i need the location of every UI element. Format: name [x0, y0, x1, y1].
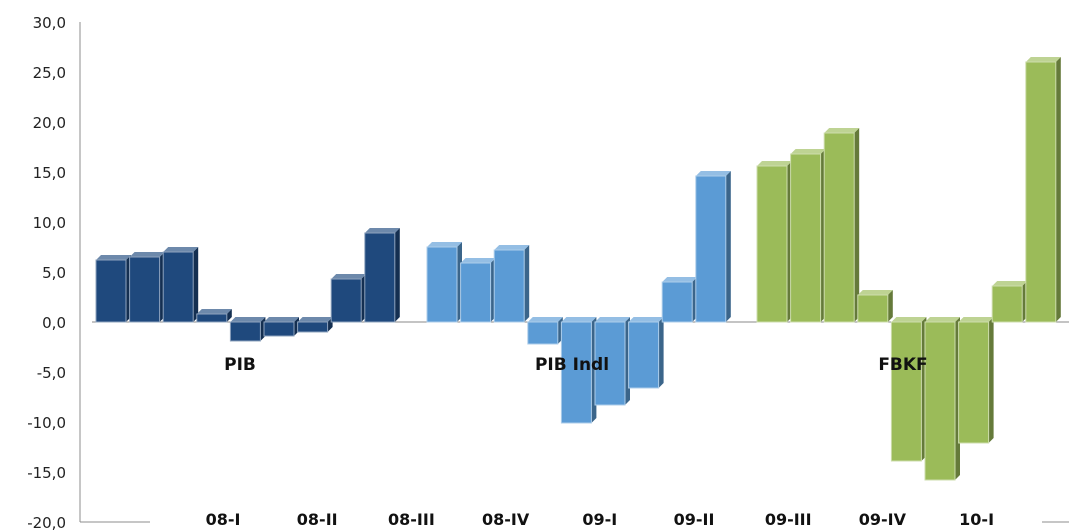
bars [95, 57, 1061, 481]
labels: 30,0 25,0 20,0 15,0 10,0 5,0 0,0 -5,0 -10,0 -15,0… [27, 14, 994, 531]
series-label: PIB Indl [535, 355, 609, 375]
bar [330, 274, 367, 323]
bar [756, 161, 792, 323]
bar [790, 149, 826, 323]
bar [460, 258, 496, 323]
x-tick-label: 10-I [959, 510, 994, 529]
y-tick-label: 10,0 [33, 214, 66, 232]
series-label: PIB [224, 355, 256, 375]
bar [661, 277, 698, 323]
bar [196, 309, 232, 323]
x-tick-label: 09-II [674, 510, 715, 529]
bar [991, 281, 1028, 323]
y-tick-label: -15,0 [27, 464, 66, 482]
bar [527, 317, 563, 345]
y-tick-label: -10,0 [27, 414, 66, 432]
bar [823, 128, 860, 323]
bar [628, 317, 664, 389]
series-label: FBKF [878, 355, 927, 375]
x-tick-label: 08-II [297, 510, 338, 529]
bar [364, 228, 400, 323]
x-tick-label: 08-I [206, 510, 241, 529]
bar [129, 252, 165, 323]
bar [857, 290, 893, 323]
y-tick-label: -20,0 [27, 514, 66, 531]
x-tick-label: 08-III [388, 510, 435, 529]
y-tick-label: 15,0 [33, 164, 66, 182]
y-tick-label: 5,0 [42, 264, 66, 282]
bar [426, 242, 462, 323]
x-tick-label: 09-IV [859, 510, 907, 529]
bar [229, 317, 266, 342]
bar [695, 171, 731, 323]
bar [297, 317, 333, 333]
x-tick-label: 09-I [582, 510, 617, 529]
y-tick-label: 0,0 [42, 314, 66, 332]
bar [924, 317, 960, 481]
y-tick-label: 20,0 [33, 114, 66, 132]
y-tick-label: -5,0 [37, 364, 66, 382]
x-tick-label: 08-IV [482, 510, 530, 529]
bar [1025, 57, 1061, 323]
bar [95, 255, 131, 323]
bar [493, 245, 530, 323]
y-tick-label: 25,0 [33, 64, 66, 82]
x-tick-label: 09-III [765, 510, 812, 529]
bar [594, 317, 630, 406]
bar [263, 317, 299, 337]
y-tick-label: 30,0 [33, 14, 66, 32]
bar [162, 247, 199, 323]
bar [890, 317, 927, 462]
bar [958, 317, 994, 444]
